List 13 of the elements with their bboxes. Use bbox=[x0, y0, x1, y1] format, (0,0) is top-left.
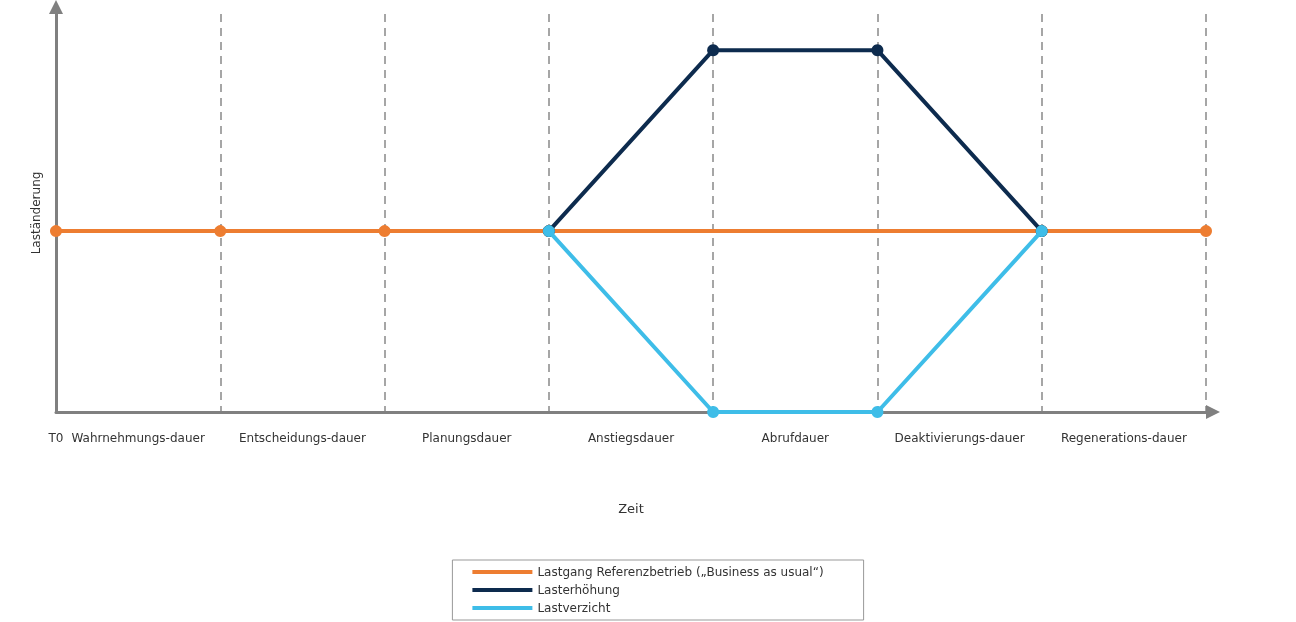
y-axis-title: Laständerung bbox=[29, 171, 43, 255]
x-tick-label: Abrufdauer bbox=[761, 431, 830, 445]
x-tick-label: Planungsdauer bbox=[421, 431, 512, 445]
x-tick-label: Entscheidungs-dauer bbox=[238, 431, 366, 445]
x-tick-label: T0 bbox=[47, 431, 64, 445]
x-axis-title: Zeit bbox=[618, 501, 644, 516]
legend-label: Lasterhöhung bbox=[537, 583, 620, 597]
x-tick-label: Deaktivierungs-dauer bbox=[894, 431, 1025, 445]
legend-label: Lastgang Referenzbetrieb („Business as usual“) bbox=[537, 565, 824, 579]
x-tick-label: Anstiegsdauer bbox=[587, 431, 675, 445]
legend-label: Lastverzicht bbox=[537, 601, 611, 615]
x-tick-label: Regenerations-dauer bbox=[1060, 431, 1187, 445]
x-tick-label: Wahrnehmungs-dauer bbox=[71, 431, 205, 445]
